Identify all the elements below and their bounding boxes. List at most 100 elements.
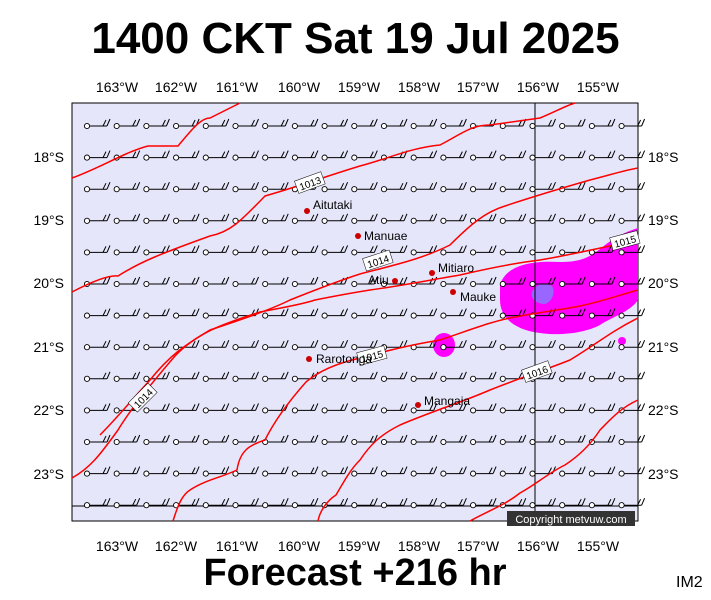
wind-barb (410, 182, 438, 193)
wind-barb (173, 371, 200, 382)
map-title: 1400 CKT Sat 19 Jul 2025 (91, 14, 620, 63)
wind-barb (291, 245, 319, 256)
lon-label: 156°W (517, 79, 560, 95)
wind-barb (143, 434, 170, 446)
wind-barb (321, 182, 349, 193)
wind-barb (351, 434, 378, 446)
wind-barb (440, 213, 467, 224)
wind-barb (499, 213, 527, 224)
wind-barb (202, 403, 230, 414)
wind-barb (232, 340, 259, 351)
wind-barb (529, 434, 556, 446)
wind-barb (559, 403, 586, 414)
wind-barb (351, 308, 378, 319)
wind-barb (262, 498, 289, 509)
wind-barb (321, 371, 349, 382)
wind-barb (202, 182, 230, 193)
wind-barb (173, 182, 200, 193)
isobars (71, 102, 639, 522)
wind-barb (173, 245, 200, 256)
wind-barb (113, 213, 141, 224)
wind-barb (559, 118, 586, 130)
wind-barb (618, 150, 646, 161)
lon-label: 157°W (457, 79, 500, 95)
wind-barb (232, 213, 259, 224)
wind-barb (291, 466, 319, 477)
wind-barb (559, 498, 586, 509)
wind-barb (380, 371, 408, 382)
wind-barb (113, 245, 141, 256)
wind-barb (470, 276, 497, 288)
wind-barb (410, 498, 438, 509)
wind-barb (440, 371, 467, 382)
wind-barb (83, 466, 111, 477)
lon-label: 158°W (398, 79, 441, 95)
lon-label: 159°W (338, 79, 381, 95)
wind-barb (143, 245, 170, 256)
wind-barb (262, 340, 289, 351)
wind-barb (618, 371, 646, 382)
wind-barb (351, 498, 378, 509)
wind-barb (559, 371, 586, 382)
wind-barb (291, 308, 319, 319)
wind-barb (262, 213, 289, 224)
wind-barb (470, 245, 497, 256)
wind-barb (321, 245, 349, 256)
places: Aitutaki Manuae Atiu Mitiaro Mauke Rarot… (304, 198, 496, 408)
wind-barb (440, 150, 467, 161)
place-label: Aitutaki (313, 198, 352, 212)
wind-barb (202, 340, 230, 351)
wind-barb (380, 182, 408, 193)
wind-barb (173, 213, 200, 224)
wind-barb (618, 118, 646, 130)
place-label: Mauke (460, 290, 496, 304)
place-label: Mangaia (424, 394, 470, 408)
wind-barb (202, 245, 230, 256)
wind-barb (202, 118, 230, 130)
wind-barb (351, 466, 378, 477)
place-marker (306, 356, 312, 362)
lat-label: 22°S (33, 402, 64, 418)
wind-barb (113, 182, 141, 193)
isobar-line (99, 167, 639, 436)
wind-barb (529, 340, 556, 351)
place-marker (392, 278, 398, 284)
wind-barb (83, 403, 111, 414)
wind-barb (202, 276, 230, 288)
wind-barb (499, 150, 527, 161)
wind-barb (83, 498, 111, 509)
wind-barb (440, 308, 467, 319)
wind-barb (618, 434, 646, 446)
lat-label: 18°S (648, 149, 679, 165)
wind-barb (262, 276, 289, 288)
wind-barb (410, 403, 438, 414)
lat-label: 19°S (648, 212, 679, 228)
wind-barb (588, 150, 616, 161)
wind-barb (559, 150, 586, 161)
wind-barb (440, 498, 467, 509)
wind-barb (321, 150, 349, 161)
wind-barb (529, 498, 556, 509)
place-label: Rarotonga (316, 352, 372, 366)
wind-barb (440, 245, 467, 256)
wind-barb (618, 276, 646, 288)
forecast-label: Forecast +216 hr (203, 552, 507, 594)
lon-label: 155°W (577, 538, 620, 554)
wind-barb (321, 118, 349, 130)
wind-barb (351, 213, 378, 224)
wind-barb (529, 276, 556, 288)
wind-barb (351, 118, 378, 130)
lon-label: 156°W (517, 538, 560, 554)
wind-barb (321, 213, 349, 224)
wind-barb (113, 466, 141, 477)
isobar-line (71, 239, 639, 479)
wind-barb (202, 466, 230, 477)
wind-barb (470, 498, 497, 509)
wind-barb (173, 276, 200, 288)
wind-barb (380, 434, 408, 446)
wind-barb (618, 182, 646, 193)
wind-barb (291, 434, 319, 446)
wind-barb (499, 340, 527, 351)
wind-barb (529, 213, 556, 224)
wind-barb (291, 403, 319, 414)
